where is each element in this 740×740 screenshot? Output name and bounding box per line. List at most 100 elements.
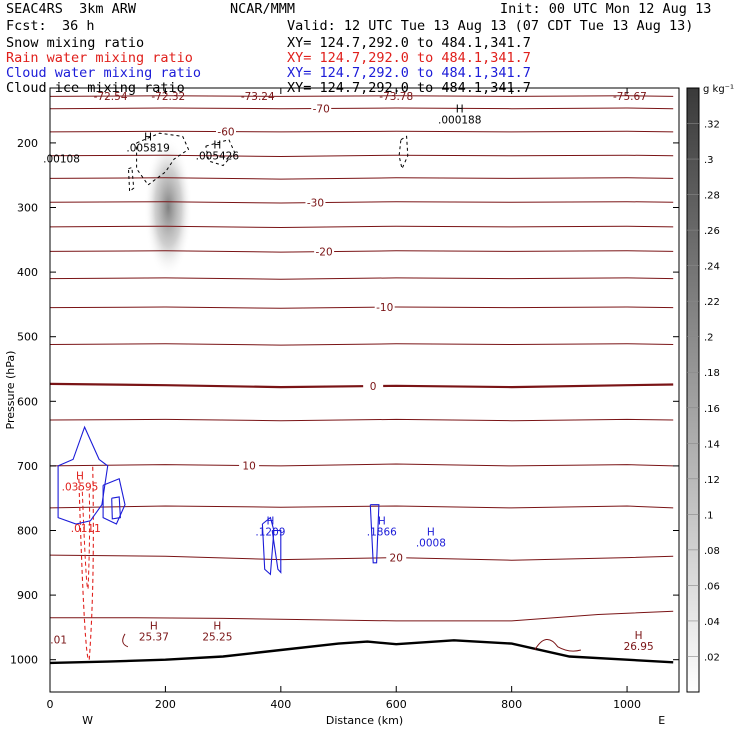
colorbar-tick-label: .16 xyxy=(704,404,720,415)
contour-label-bg xyxy=(305,196,326,210)
top-value-label: -73.78 xyxy=(379,91,413,103)
rain-contour xyxy=(78,465,94,661)
field-cloud-water-name: Cloud water mixing ratio xyxy=(6,65,202,81)
snow-contour xyxy=(205,139,236,167)
temperature-contour xyxy=(49,177,674,180)
maximum-marker: H xyxy=(378,516,386,528)
temperature-contour-label: 20 xyxy=(390,553,403,565)
field-rain-name: Rain water mixing ratio xyxy=(6,50,193,66)
east-label: E xyxy=(658,714,665,727)
temperature-contour xyxy=(49,382,674,389)
maximum-marker: H xyxy=(635,630,643,642)
y-tick-label: 300 xyxy=(17,202,38,215)
temperature-contour xyxy=(49,154,674,158)
y-tick-label: 1000 xyxy=(10,654,38,667)
temperature-contour xyxy=(49,343,674,346)
temperature-contour-label: -30 xyxy=(307,198,324,210)
maximum-marker: H xyxy=(213,620,221,632)
y-tick-label: 600 xyxy=(17,395,38,408)
maximum-value-label: .0111 xyxy=(71,523,101,535)
temperature-contour-label: 0 xyxy=(370,381,377,393)
y-tick-label: 200 xyxy=(17,137,38,150)
colorbar-tick-label: .04 xyxy=(704,617,720,628)
temperature-contour xyxy=(49,225,674,229)
top-value-label: -72.32 xyxy=(151,91,185,103)
top-value-label: -75.67 xyxy=(613,91,647,103)
temperature-contour xyxy=(49,505,674,509)
maximum-value-label: 26.95 xyxy=(624,641,654,653)
field-cloud-water-xy: XY= 124.7,292.0 to 484.1,341.7 xyxy=(287,65,531,81)
contour-label-bg xyxy=(311,102,332,116)
colorbar-tick-label: .28 xyxy=(704,191,720,202)
snow-contour xyxy=(398,135,409,171)
contour-label-bg xyxy=(374,301,395,315)
colorbar-tick-label: .08 xyxy=(704,546,720,557)
colorbar-tick-label: .06 xyxy=(704,581,720,592)
temperature-contour xyxy=(49,201,674,204)
top-value-label: -73.24 xyxy=(241,91,275,103)
valid-time: Valid: 12 UTC Tue 13 Aug 13 (07 CDT Tue … xyxy=(287,18,694,34)
temperature-contour xyxy=(49,418,674,422)
colorbar xyxy=(686,87,700,693)
temperature-contour xyxy=(50,610,674,622)
x-tick-label: 0 xyxy=(47,698,54,711)
maximum-value-label: .0008 xyxy=(416,538,446,550)
temperature-contour xyxy=(49,463,674,467)
y-tick-label: 800 xyxy=(17,525,38,538)
y-tick-label: 900 xyxy=(17,589,38,602)
colorbar-tick-label: .32 xyxy=(704,120,720,131)
maximum-marker: H xyxy=(144,131,152,143)
rain-contour xyxy=(81,491,91,590)
contour-label-bg xyxy=(363,380,384,394)
surface-value-label: .01 xyxy=(50,635,67,647)
x-tick-label: 600 xyxy=(386,698,407,711)
temperature-contour-label: 10 xyxy=(242,461,255,473)
maximum-value-label: 25.25 xyxy=(202,631,232,643)
x-tick-label: 800 xyxy=(501,698,522,711)
temperature-contour xyxy=(49,306,674,309)
maximum-marker: H xyxy=(150,620,158,632)
maximum-value-label: 25.37 xyxy=(139,631,169,643)
fcst-value: 36 h xyxy=(62,18,95,34)
colorbar-tick-label: .2 xyxy=(704,333,714,344)
top-value-label: -72.54 xyxy=(94,91,128,103)
maximum-value-label: .1209 xyxy=(255,527,285,539)
snow-contour xyxy=(136,132,190,186)
maximum-value-label: .00108 xyxy=(43,153,80,165)
x-tick-label: 400 xyxy=(270,698,291,711)
temperature-contour xyxy=(49,130,674,133)
colorbar-tick-label: .3 xyxy=(704,155,714,166)
temperature-contour xyxy=(49,250,674,253)
cloud-water-contour xyxy=(57,425,109,525)
maximum-value-label: .1866 xyxy=(367,527,397,539)
x-axis-label: Distance (km) xyxy=(326,714,403,727)
colorbar-tick-label: .26 xyxy=(704,226,720,237)
contour-label-bg xyxy=(239,459,260,473)
maximum-marker: H xyxy=(427,527,435,539)
colorbar-tick-label: .18 xyxy=(704,368,720,379)
field-rain-xy: XY= 124.7,292.0 to 484.1,341.7 xyxy=(287,50,531,66)
field-snow-xy: XY= 124.7,292.0 to 484.1,341.7 xyxy=(287,35,531,51)
colorbar-tick-label: .1 xyxy=(704,510,714,521)
cloud-water-contour xyxy=(102,478,126,525)
maximum-value-label: .000188 xyxy=(438,115,481,127)
temperature-contour xyxy=(49,277,674,280)
maximum-value-label: .005426 xyxy=(196,151,240,163)
maximum-value-label: .03595 xyxy=(62,481,99,493)
cloud-water-contour xyxy=(369,504,380,564)
cloud-water-contour xyxy=(271,529,282,574)
maximum-marker: H xyxy=(76,470,84,482)
colorbar-tick-label: .22 xyxy=(704,297,720,308)
y-axis-label: Pressure (hPa) xyxy=(4,351,17,430)
temperature-contour-label: -70 xyxy=(313,103,330,115)
colorbar-tick-label: .14 xyxy=(704,439,720,450)
terrain-line xyxy=(49,639,674,665)
fcst-label: Fcst: xyxy=(6,18,47,34)
cloud-water-contour xyxy=(261,516,275,576)
snow-contour xyxy=(128,166,135,193)
colorbar-tick-label: .12 xyxy=(704,475,720,486)
y-tick-label: 700 xyxy=(17,460,38,473)
colorbar-tick-label: .24 xyxy=(704,262,720,273)
temperature-contour-label: -20 xyxy=(316,247,333,259)
